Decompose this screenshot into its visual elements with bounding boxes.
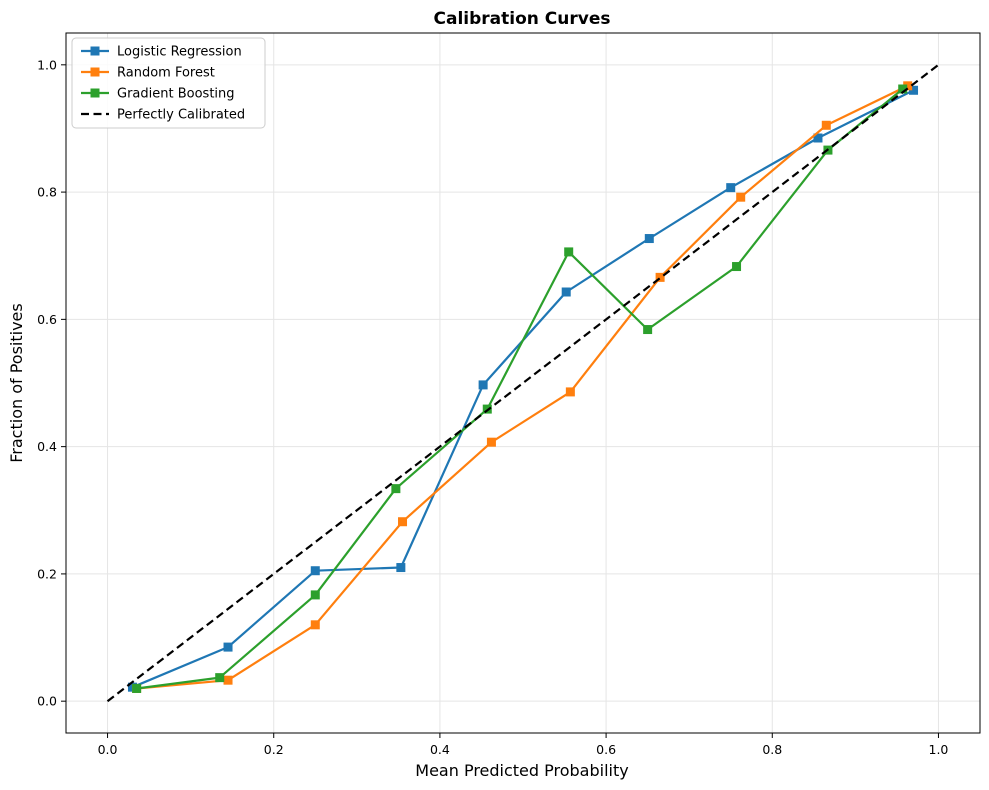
- series-line-logistic-regression: [132, 89, 914, 689]
- series-line-random-forest: [136, 84, 909, 690]
- data-point: [821, 120, 831, 130]
- legend-item: Perfectly Calibrated: [81, 108, 245, 123]
- data-point: [565, 387, 575, 397]
- legend-marker: [90, 67, 100, 77]
- legend-label: Gradient Boosting: [117, 87, 235, 102]
- y-axis: 0.0 0.2 0.4 0.6 0.8 1.0: [37, 57, 66, 709]
- data-point: [655, 272, 665, 282]
- data-point: [732, 262, 742, 272]
- data-point: [486, 437, 496, 447]
- data-point: [736, 192, 746, 202]
- data-point: [561, 287, 571, 297]
- data-point: [898, 84, 908, 94]
- data-point: [223, 675, 233, 685]
- data-point: [644, 234, 654, 244]
- data-point: [909, 85, 919, 95]
- data-point: [903, 81, 913, 91]
- data-point: [813, 133, 823, 143]
- data-point: [726, 183, 736, 193]
- y-tick-label: 0.8: [37, 185, 57, 200]
- series-gradient-boosting: [132, 84, 908, 693]
- legend-label: Perfectly Calibrated: [117, 108, 245, 123]
- data-point: [564, 247, 574, 257]
- legend-label: Random Forest: [117, 66, 215, 81]
- series-perfectly-calibrated: [106, 63, 940, 703]
- y-tick-label: 1.0: [37, 57, 57, 72]
- legend-item: Logistic Regression: [81, 45, 242, 60]
- data-point: [215, 673, 225, 683]
- x-tick-label: 0.8: [762, 742, 782, 757]
- series-random-forest: [132, 81, 913, 693]
- x-tick-label: 0.0: [98, 742, 118, 757]
- data-point: [391, 484, 401, 494]
- x-tick-label: 0.6: [596, 742, 616, 757]
- legend: Logistic Regression Random Forest Gradient…: [71, 37, 266, 129]
- legend-label: Logistic Regression: [117, 45, 242, 60]
- y-axis-title: Fraction of Positives: [7, 303, 26, 462]
- data-point: [310, 620, 320, 630]
- data-point: [396, 563, 406, 573]
- legend-item: Random Forest: [81, 66, 215, 81]
- y-tick-label: 0.2: [37, 566, 57, 581]
- series-line-perfectly-calibrated: [106, 63, 940, 703]
- data-point: [132, 683, 142, 693]
- legend-marker: [90, 46, 100, 56]
- x-tick-label: 0.2: [264, 742, 284, 757]
- plot-frame: [65, 32, 981, 734]
- y-tick-label: 0.6: [37, 312, 57, 327]
- series-line-gradient-boosting: [136, 88, 904, 690]
- x-axis: 0.0 0.2 0.4 0.6 0.8 1.0: [98, 733, 949, 757]
- series-logistic-regression: [127, 85, 919, 692]
- x-tick-label: 1.0: [929, 742, 949, 757]
- data-point: [398, 517, 408, 527]
- data-point: [310, 590, 320, 600]
- y-tick-label: 0.0: [37, 694, 57, 709]
- legend-box: [71, 37, 266, 129]
- data-point: [310, 566, 320, 576]
- y-tick-label: 0.4: [37, 439, 57, 454]
- legend-item: Gradient Boosting: [81, 87, 235, 102]
- data-point: [223, 642, 233, 652]
- x-tick-label: 0.4: [430, 742, 450, 757]
- x-axis-title: Mean Predicted Probability: [415, 761, 628, 780]
- chart-title: Calibration Curves: [434, 9, 611, 29]
- data-point: [643, 325, 653, 335]
- data-point: [478, 380, 488, 390]
- series-layer: [106, 63, 940, 703]
- legend-marker: [90, 88, 100, 98]
